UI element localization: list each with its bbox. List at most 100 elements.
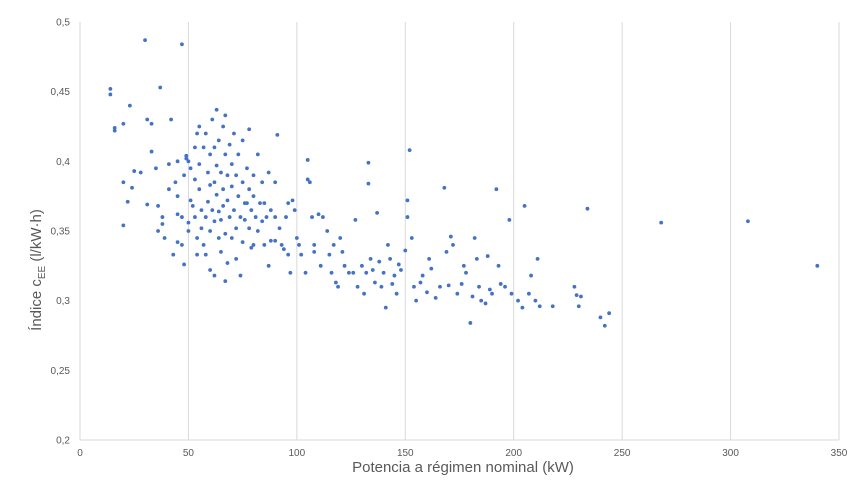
data-point (444, 250, 449, 254)
data-point (210, 208, 215, 213)
data-point (206, 199, 210, 204)
data-point (251, 194, 256, 199)
data-point (507, 217, 512, 222)
data-point (229, 236, 234, 240)
data-point (490, 291, 494, 296)
data-point (175, 240, 180, 245)
x-tick-label: 50 (183, 448, 195, 459)
data-point (182, 173, 186, 178)
data-point (299, 252, 304, 257)
data-point (160, 222, 165, 226)
data-point (520, 305, 525, 310)
data-point (572, 284, 577, 289)
data-point (418, 280, 423, 285)
data-point (360, 263, 364, 268)
data-point (229, 184, 234, 189)
data-point (208, 229, 213, 233)
data-point (409, 236, 414, 240)
data-point (255, 152, 260, 157)
data-point (325, 229, 330, 233)
data-point (470, 294, 475, 299)
y-tick-label: 0,5 (56, 18, 70, 29)
data-point (333, 280, 338, 285)
data-point (266, 170, 271, 175)
data-point (746, 219, 750, 224)
data-point (355, 284, 360, 289)
data-point (574, 293, 579, 297)
data-point (216, 138, 221, 143)
data-point (188, 166, 193, 171)
data-point (260, 219, 265, 224)
gridlines (187, 22, 840, 440)
data-point (368, 256, 373, 261)
data-point (340, 250, 345, 254)
data-point (598, 315, 603, 320)
data-point (182, 262, 186, 267)
data-point (232, 131, 236, 136)
data-point (180, 215, 184, 219)
x-tick-label: 200 (505, 448, 522, 459)
data-point (375, 210, 379, 215)
data-point (121, 180, 126, 185)
data-point (201, 243, 206, 247)
y-axis-title-subscript: EE (37, 265, 48, 279)
y-axis-title-unit: (l/kW·h) (28, 209, 45, 266)
data-point (496, 263, 501, 268)
data-point (403, 248, 408, 253)
data-point (377, 259, 382, 264)
data-point (331, 243, 336, 247)
data-point (253, 215, 258, 219)
data-point (232, 208, 236, 213)
data-point (197, 162, 202, 167)
x-tick-labels: 0 50 100 150 200 250 300 350 (77, 448, 848, 459)
data-point (579, 294, 583, 299)
data-point (477, 284, 481, 289)
data-point (442, 185, 447, 190)
y-tick-label: 0,4 (56, 157, 70, 168)
x-tick-label: 100 (289, 448, 306, 459)
data-point (533, 298, 538, 303)
y-tick-label: 0,3 (56, 296, 70, 307)
data-point (186, 229, 191, 233)
data-point (576, 304, 581, 309)
data-point (312, 243, 317, 247)
x-tick-label: 150 (397, 448, 414, 459)
data-point (223, 279, 228, 284)
data-point (522, 204, 527, 208)
data-point (156, 204, 160, 208)
data-point (175, 212, 180, 217)
data-point (307, 180, 312, 185)
data-point (516, 298, 520, 303)
data-point (121, 121, 126, 126)
data-point (180, 42, 184, 47)
data-point (210, 117, 215, 122)
data-point (268, 208, 273, 213)
data-point (279, 243, 284, 247)
data-point (262, 201, 267, 206)
data-point (208, 268, 213, 272)
data-point (329, 270, 334, 275)
data-points (108, 38, 820, 328)
data-point (199, 208, 204, 213)
data-point (255, 229, 260, 233)
data-point (238, 273, 243, 278)
data-point (251, 173, 256, 178)
data-point (171, 252, 176, 257)
data-point (221, 124, 226, 129)
data-point (214, 163, 219, 168)
data-point (125, 199, 130, 204)
data-point (245, 201, 249, 206)
data-point (305, 158, 310, 162)
data-point (438, 284, 442, 289)
data-point (414, 298, 419, 303)
data-point (219, 217, 223, 222)
y-axis-title-main: Índice c (28, 279, 45, 331)
data-point (318, 263, 323, 268)
data-point (212, 145, 217, 150)
data-point (275, 132, 280, 137)
data-point (249, 245, 254, 250)
data-point (383, 305, 388, 310)
data-point (156, 229, 160, 233)
data-point (184, 156, 189, 161)
